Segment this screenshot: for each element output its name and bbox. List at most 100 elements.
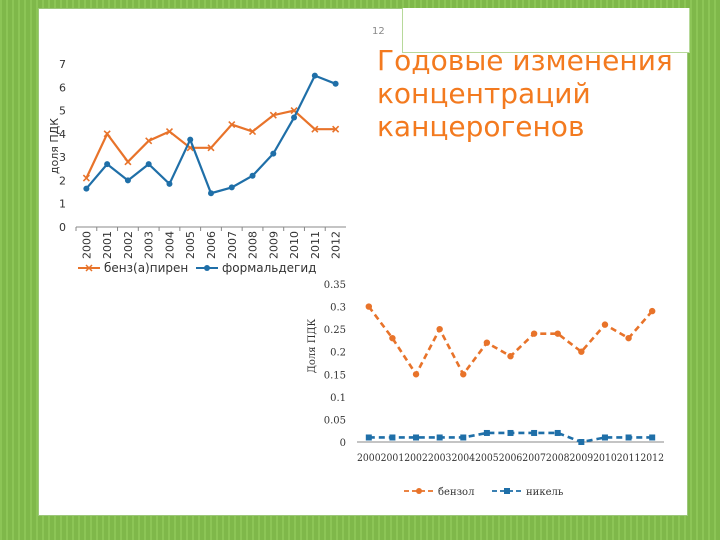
- data-point: [166, 180, 173, 187]
- series-line: [367, 305, 654, 377]
- data-point: [460, 371, 467, 378]
- x-tick-label: 2008: [546, 453, 570, 464]
- x-tick-label: 2007: [522, 453, 546, 464]
- data-point: [145, 137, 153, 145]
- data-point: [483, 339, 491, 346]
- slide-header-tab: [402, 8, 690, 53]
- data-point: [124, 158, 132, 166]
- data-point: [187, 136, 194, 143]
- x-tick-label: 2001: [381, 453, 405, 464]
- x-tick-label: 2000: [357, 453, 381, 464]
- y-tick-label: 0.25: [324, 325, 346, 336]
- data-point: [228, 120, 236, 129]
- data-point-stroke: [145, 137, 153, 145]
- data-point: [389, 434, 396, 441]
- legend-label: бензол: [438, 487, 474, 498]
- x-tick-label: 2006: [499, 453, 523, 464]
- data-point: [554, 330, 561, 337]
- data-point: [648, 307, 656, 315]
- data-point-stroke: [311, 125, 319, 133]
- data-point: [291, 114, 298, 121]
- data-point: [365, 303, 373, 310]
- x-tick-label: 2000: [80, 231, 93, 259]
- data-point: [332, 125, 340, 133]
- data-point: [311, 125, 319, 133]
- x-tick-label: 2002: [122, 231, 135, 259]
- y-tick-label: 0.35: [324, 280, 346, 291]
- y-axis-label: Доля ПДК: [307, 318, 318, 373]
- y-tick-label: 0: [59, 221, 66, 234]
- x-tick-label: 2011: [617, 453, 641, 464]
- x-tick-label: 2003: [428, 453, 452, 464]
- legend-label: никель: [526, 487, 564, 498]
- data-point-stroke: [248, 127, 257, 136]
- data-point: [601, 434, 608, 441]
- legend-label: бенз(а)пирен: [104, 261, 188, 275]
- data-point: [625, 334, 632, 342]
- legend: бенз(а)пирен формальдегид: [78, 261, 316, 275]
- data-point: [228, 184, 235, 191]
- y-axis-label: доля ПДК: [48, 118, 61, 174]
- data-point: [507, 429, 514, 436]
- y-tick-label: 0.1: [330, 393, 346, 404]
- data-point: [578, 439, 585, 445]
- data-point: [578, 348, 585, 355]
- data-point: [436, 434, 443, 441]
- x-tick-label: 2006: [205, 231, 218, 259]
- data-point: [249, 172, 256, 179]
- data-point: [82, 174, 90, 182]
- data-point-stroke: [269, 111, 277, 119]
- y-tick-label: 5: [59, 105, 66, 118]
- data-point: [365, 434, 372, 441]
- legend-marker: [504, 488, 510, 494]
- data-point: [436, 325, 443, 333]
- data-point: [531, 429, 538, 436]
- data-point-stroke: [165, 127, 174, 136]
- series-line: [85, 109, 336, 179]
- data-point: [601, 321, 609, 328]
- x-tick-label: 2010: [593, 453, 617, 464]
- x-tick-label: 2007: [226, 231, 239, 259]
- y-tick-label: 3: [59, 151, 66, 164]
- y-tick-label: 6: [59, 81, 66, 94]
- x-tick-label: 2001: [101, 231, 114, 259]
- data-point: [649, 434, 656, 441]
- y-tick-label: 4: [59, 128, 66, 141]
- data-point-stroke: [332, 125, 340, 133]
- y-tick-label: 2: [59, 174, 66, 187]
- series-line: [85, 74, 337, 195]
- y-tick-label: 0.2: [330, 348, 346, 359]
- data-point-stroke: [207, 144, 215, 152]
- x-tick-label: 2005: [184, 231, 197, 259]
- x-tick-label: 2010: [288, 231, 301, 259]
- chart-1: 0 1 2 3 4 5 6 7 2000 2001 2002 2003 2004 2005 2006 2007…: [48, 58, 346, 275]
- x-tick-label: 2005: [475, 453, 499, 464]
- x-tick-label: 2009: [267, 231, 280, 259]
- data-point: [389, 334, 396, 342]
- legend-marker: [204, 265, 210, 271]
- data-point: [311, 72, 318, 79]
- data-point: [625, 434, 632, 441]
- data-point: [507, 353, 514, 360]
- data-point: [207, 144, 215, 152]
- y-tick-label: 0.3: [330, 303, 346, 314]
- x-tick-label: 2012: [640, 453, 664, 464]
- data-point: [208, 190, 214, 197]
- data-point-stroke: [290, 107, 298, 115]
- data-point: [483, 429, 490, 436]
- x-tick-label: 2009: [570, 453, 594, 464]
- x-tick-label: 2004: [163, 231, 176, 259]
- data-point-stroke: [228, 120, 236, 129]
- x-tick-label: 2002: [404, 453, 428, 464]
- data-point: [269, 111, 277, 119]
- legend-marker: [416, 488, 422, 494]
- data-point-stroke: [124, 158, 132, 166]
- slide: [38, 8, 688, 516]
- data-point: [83, 185, 90, 192]
- legend-label: формальдегид: [222, 261, 316, 275]
- data-point: [104, 161, 111, 168]
- x-tick-label: 2003: [143, 231, 156, 259]
- data-point: [554, 429, 561, 436]
